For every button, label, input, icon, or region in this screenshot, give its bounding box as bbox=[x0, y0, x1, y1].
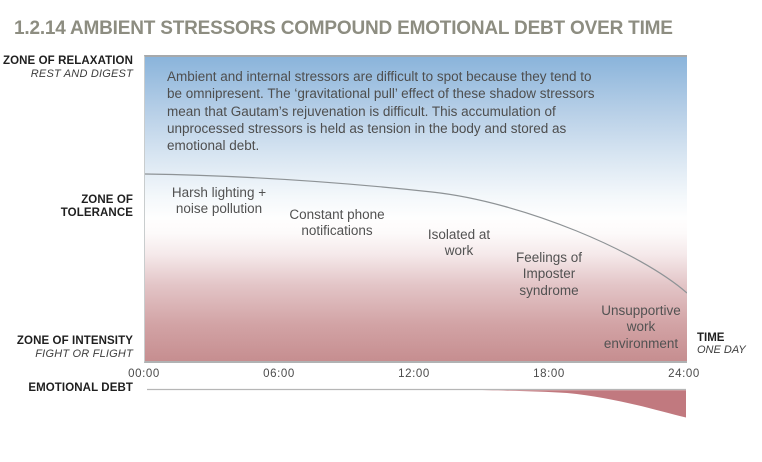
annotation-harsh-lighting: Harsh lighting + noise pollution bbox=[171, 185, 267, 217]
zone-intensity-subname: FIGHT OR FLIGHT bbox=[35, 348, 133, 361]
zone-label-intensity: ZONE OF INTENSITY FIGHT OR FLIGHT bbox=[0, 335, 133, 361]
zone-label-relaxation: ZONE OF RELAXATION REST AND DIGEST bbox=[0, 55, 133, 81]
time-axis-label: TIME ONE DAY bbox=[697, 332, 759, 356]
x-axis-ticks: 00:00 06:00 12:00 18:00 24:00 bbox=[0, 368, 762, 382]
time-label-subname: ONE DAY bbox=[697, 344, 746, 356]
zone-relaxation-subname: REST AND DIGEST bbox=[30, 68, 133, 81]
intro-paragraph: Ambient and internal stressors are diffi… bbox=[167, 69, 595, 154]
annotation-unsupportive-environment: Unsupportive work environment bbox=[601, 303, 681, 351]
stress-gradient-plot-area: Ambient and internal stressors are diffi… bbox=[144, 55, 687, 363]
zone-intensity-name: ZONE OF INTENSITY bbox=[16, 335, 133, 347]
zone-relaxation-name: ZONE OF RELAXATION bbox=[2, 55, 133, 67]
emotional-debt-label: EMOTIONAL DEBT bbox=[28, 382, 133, 394]
zone-label-tolerance: ZONE OF TOLERANCE bbox=[0, 194, 133, 220]
emotional-debt-swoosh bbox=[147, 388, 686, 418]
annotation-isolated-at-work: Isolated at work bbox=[427, 227, 491, 259]
annotation-phone-notifications: Constant phone notifications bbox=[289, 207, 385, 239]
time-label-name: TIME bbox=[697, 332, 725, 344]
tick-2400: 24:00 bbox=[668, 368, 700, 380]
page-title: 1.2.14 AMBIENT STRESSORS COMPOUND EMOTIO… bbox=[14, 18, 673, 39]
zone-tolerance-name: ZONE OF TOLERANCE bbox=[60, 194, 133, 220]
tick-0000: 00:00 bbox=[128, 368, 160, 380]
tick-1200: 12:00 bbox=[398, 368, 430, 380]
tick-1800: 18:00 bbox=[533, 368, 565, 380]
tick-0600: 06:00 bbox=[263, 368, 295, 380]
stress-curve bbox=[145, 173, 687, 294]
annotation-imposter-syndrome: Feelings of Imposter syndrome bbox=[515, 250, 583, 298]
